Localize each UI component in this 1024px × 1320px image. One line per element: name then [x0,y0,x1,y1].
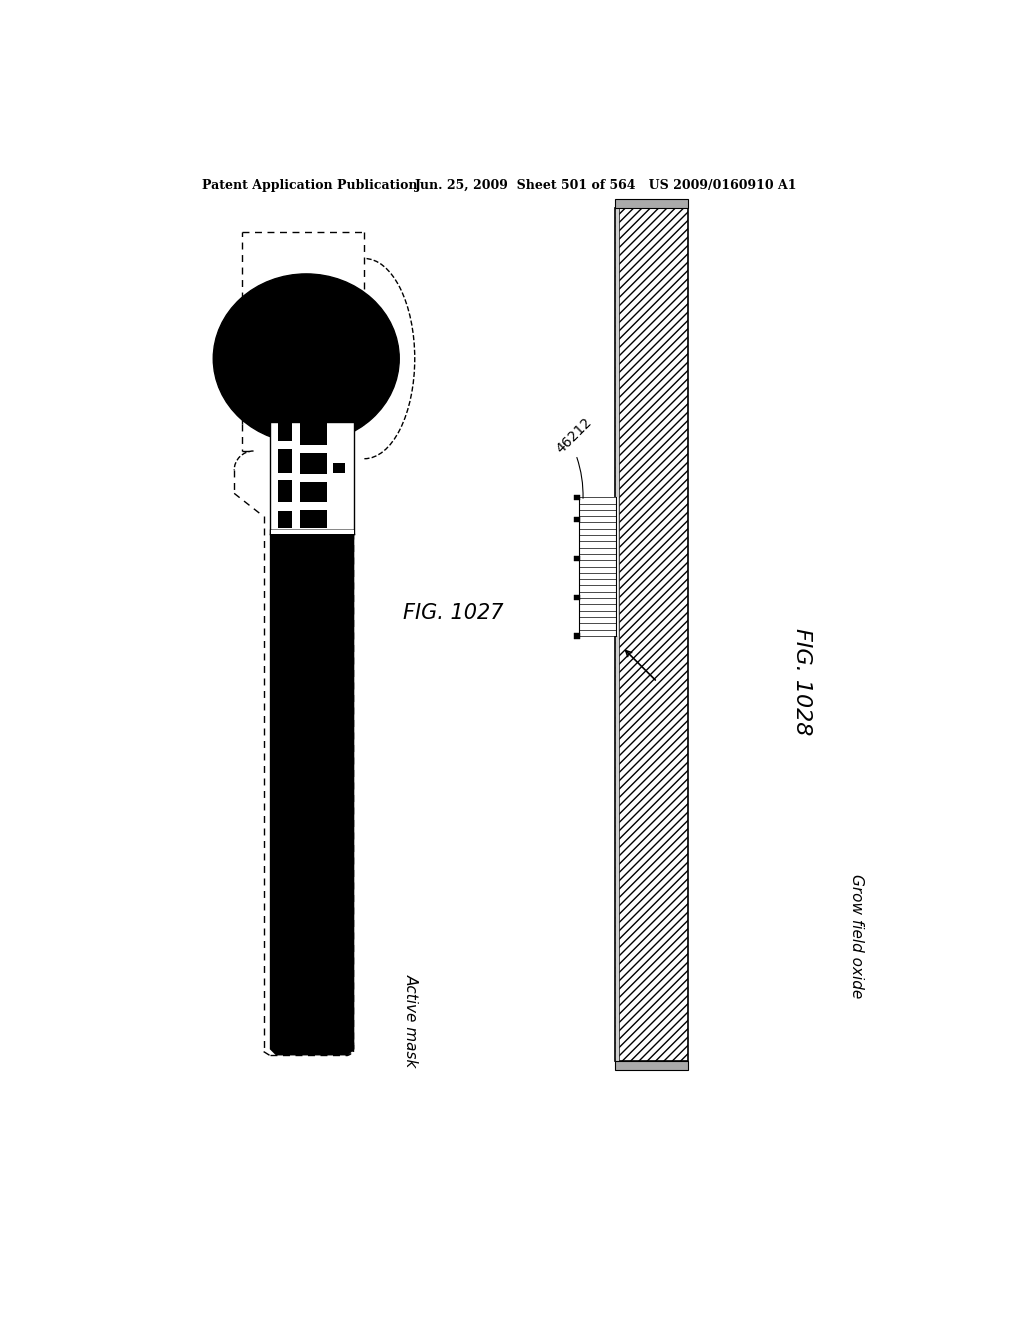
Polygon shape [270,529,354,1056]
Bar [270,422,354,535]
Bar [334,463,345,473]
Text: FIG. 1028: FIG. 1028 [793,628,812,735]
Bar [614,199,688,209]
Ellipse shape [213,275,399,444]
Bar [579,498,617,636]
Bar [573,634,580,639]
Text: Grow field oxide: Grow field oxide [849,874,864,998]
Bar [573,556,580,561]
Bar [278,416,292,441]
Bar [300,482,328,502]
Text: Jun. 25, 2009  Sheet 501 of 564   US 2009/0160910 A1: Jun. 25, 2009 Sheet 501 of 564 US 2009/0… [415,178,798,191]
Bar [614,209,688,1061]
Bar [573,595,580,601]
Bar [300,426,328,434]
Bar [300,453,328,474]
Bar [278,425,292,433]
Polygon shape [270,529,354,535]
Text: Patent Application Publication: Patent Application Publication [202,178,417,191]
Bar [300,422,328,445]
Bar [573,495,580,500]
Bar [300,510,328,528]
Bar [573,517,580,523]
Text: FIG. 1027: FIG. 1027 [403,603,504,623]
Bar [614,209,620,1061]
Text: Active mask: Active mask [403,974,419,1068]
Bar [270,531,353,535]
Text: 46212: 46212 [553,414,594,457]
Bar [278,511,292,528]
Bar [614,1061,688,1071]
Bar [278,450,292,473]
Bar [278,480,292,502]
